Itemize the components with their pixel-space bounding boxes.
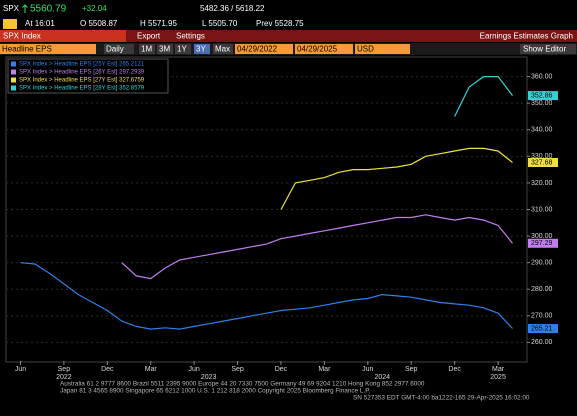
- time: At 16:01: [25, 19, 55, 28]
- range-button[interactable]: [139, 44, 155, 54]
- y-tick-label: 330.00: [531, 153, 553, 160]
- last-value-label: 352.86: [531, 92, 553, 99]
- series-line: [280, 147, 513, 210]
- prev-close: Prev 5528.75: [256, 19, 304, 28]
- range-label[interactable]: 3M: [159, 45, 170, 54]
- x-tick-label: Dec: [448, 366, 461, 373]
- y-tick-label: 260.00: [531, 339, 553, 346]
- y-tick-label: 300.00: [531, 233, 553, 240]
- last-value-box: [528, 238, 558, 248]
- settings-menu[interactable]: Settings: [176, 32, 205, 41]
- last-value-label: 327.68: [531, 159, 553, 166]
- security[interactable]: SPX Index: [3, 32, 41, 41]
- x-tick-label: Jun: [188, 366, 199, 373]
- field[interactable]: Headline EPS: [2, 45, 52, 54]
- series-line: [121, 214, 513, 280]
- range-label[interactable]: 3Y: [196, 45, 206, 54]
- high: H 5571.95: [140, 19, 177, 28]
- open: O 5508.87: [80, 19, 118, 28]
- legend-label: SPX Index > Headline EPS [28Y Est] 352.8…: [19, 86, 145, 92]
- up-arrow: [22, 4, 28, 13]
- footer-line: Australia 61 2 9777 8600 Brazil 5511 239…: [60, 381, 425, 388]
- show-editor[interactable]: Show Editor: [523, 45, 566, 54]
- range-label[interactable]: 1M: [141, 45, 152, 54]
- security-box[interactable]: [0, 30, 126, 42]
- legend-label: SPX Index > Headline EPS [26Y Est] 297.2…: [19, 70, 145, 76]
- low: L 5505.70: [202, 19, 238, 28]
- series-line: [20, 262, 513, 330]
- x-tick-label: Jun: [362, 366, 373, 373]
- last-value-label: 297.29: [531, 240, 553, 247]
- currency-box[interactable]: [355, 44, 410, 54]
- editor-button[interactable]: [520, 44, 576, 54]
- footer-line: SN 527353 EDT GMT-4:00 ba1222-165 29-Apr…: [353, 395, 530, 402]
- function-title: Earnings Estimates Graph: [480, 32, 573, 41]
- x-year-label: 2024: [374, 374, 390, 381]
- series-line: [454, 76, 513, 117]
- x-tick-label: Mar: [145, 366, 158, 373]
- legend-label: SPX Index > Headline EPS [27Y Est] 327.6…: [19, 78, 145, 84]
- y-tick-label: 270.00: [531, 313, 553, 320]
- menu-bar: [0, 30, 577, 42]
- range-label[interactable]: 1Y: [177, 45, 187, 54]
- y-tick-label: 350.00: [531, 100, 553, 107]
- x-tick-label: Sep: [405, 366, 418, 373]
- x-year-label: 2023: [201, 374, 217, 381]
- export-menu[interactable]: Export: [137, 32, 161, 41]
- source-icon: [3, 19, 17, 29]
- legend-swatch: [11, 77, 16, 83]
- x-year-label: 2025: [490, 374, 506, 381]
- legend-swatch: [11, 85, 16, 91]
- start-date[interactable]: 04/29/2022: [237, 45, 278, 54]
- start-box[interactable]: [235, 44, 293, 54]
- x-tick-label: Dec: [275, 366, 288, 373]
- x-tick-label: Mar: [318, 366, 331, 373]
- y-tick-label: 340.00: [531, 127, 553, 134]
- y-tick-label: 290.00: [531, 260, 553, 267]
- last-price: 5560.79: [30, 4, 67, 15]
- x-tick-label: Dec: [101, 366, 114, 373]
- legend-swatch: [11, 61, 16, 67]
- footer-line: Japan 81 3 4565 8900 Singapore 65 6212 1…: [60, 388, 371, 395]
- day-range: 5482.36 / 5618.22: [200, 4, 265, 13]
- field-box[interactable]: [0, 44, 96, 54]
- range-button[interactable]: [213, 44, 233, 54]
- x-tick-label: Mar: [492, 366, 505, 373]
- range-button[interactable]: [194, 44, 210, 54]
- range-label[interactable]: Max: [215, 45, 230, 54]
- legend-box: [7, 58, 169, 94]
- last-value-box: [528, 91, 558, 101]
- legend-swatch: [11, 69, 16, 75]
- x-tick-label: Sep: [231, 366, 244, 373]
- period[interactable]: Daily: [106, 45, 124, 54]
- x-tick-label: Jun: [15, 366, 26, 373]
- x-tick-label: Sep: [58, 366, 71, 373]
- end-box[interactable]: [295, 44, 353, 54]
- last-value-label: 265.21: [531, 325, 553, 332]
- range-button[interactable]: [157, 44, 173, 54]
- end-date[interactable]: 04/29/2025: [297, 45, 338, 54]
- ticker: SPX: [3, 4, 20, 13]
- legend-label: SPX Index > Headline EPS [25Y Est] 265.2…: [19, 62, 145, 68]
- range-button[interactable]: [175, 44, 191, 54]
- y-tick-label: 320.00: [531, 180, 553, 187]
- y-tick-label: 280.00: [531, 286, 553, 293]
- change: +32.04: [82, 4, 107, 13]
- last-value-box: [528, 324, 558, 334]
- y-tick-label: 360.00: [531, 73, 553, 80]
- x-year-label: 2022: [56, 374, 72, 381]
- period-box[interactable]: [104, 44, 134, 54]
- last-value-box: [528, 158, 558, 168]
- y-tick-label: 310.00: [531, 206, 553, 213]
- currency[interactable]: USD: [357, 45, 374, 54]
